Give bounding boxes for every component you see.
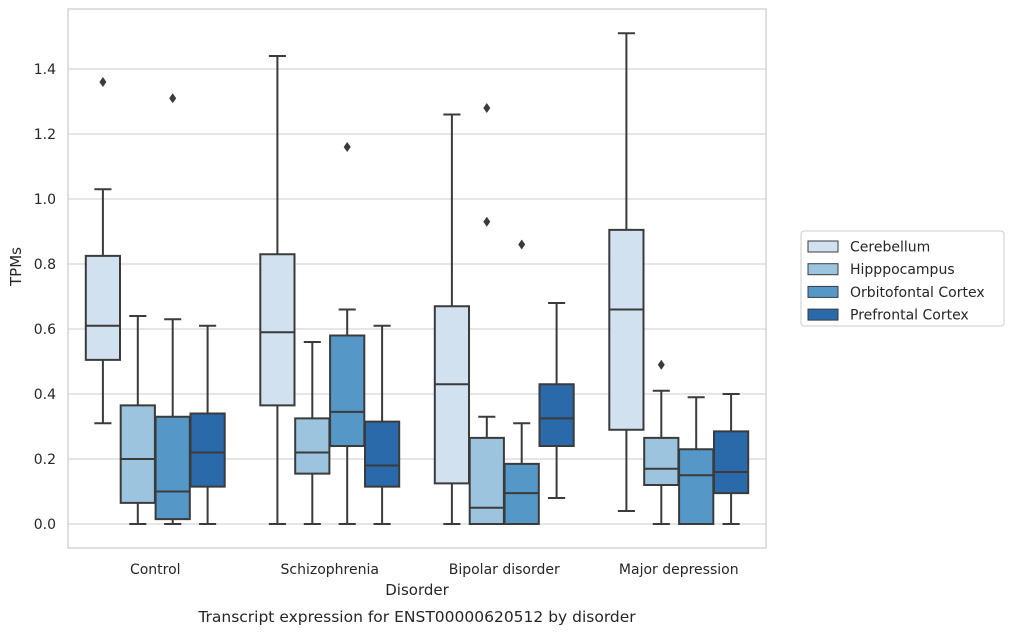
outlier-point bbox=[518, 239, 526, 250]
iqr-box bbox=[189, 412, 226, 488]
box-hipppocampus bbox=[643, 359, 680, 525]
iqr-box bbox=[259, 253, 296, 407]
outlier-point bbox=[483, 103, 491, 113]
y-axis-ticks: 0.0 0.2 0.4 0.6 0.8 1.0 1.2 1.4 bbox=[34, 62, 56, 533]
box-orbitofontal-cortex bbox=[503, 239, 540, 525]
legend-frame bbox=[800, 230, 1005, 327]
y-tick-label: 0.2 bbox=[34, 452, 56, 468]
legend: Cerebellum Hipppocampus Orbitofontal Corte… bbox=[800, 230, 1005, 327]
plot-area bbox=[67, 8, 767, 549]
box-prefrontal-cortex bbox=[712, 393, 750, 525]
box-orbitofontal-cortex bbox=[154, 93, 191, 525]
legend-label: Hipppocampus bbox=[850, 262, 955, 278]
legend-swatch bbox=[807, 263, 839, 276]
iqr-box bbox=[329, 334, 366, 447]
legend-swatch bbox=[807, 240, 839, 253]
y-tick-label: 0.8 bbox=[34, 257, 56, 273]
iqr-box bbox=[433, 305, 471, 485]
iqr-box bbox=[154, 415, 191, 521]
legend-label: Orbitofontal Cortex bbox=[850, 285, 985, 301]
y-tick-label: 0.4 bbox=[34, 387, 56, 403]
box-hipppocampus bbox=[294, 341, 331, 525]
box-prefrontal-cortex bbox=[538, 302, 575, 499]
y-tick-label: 0.0 bbox=[34, 517, 56, 533]
box-orbitofontal-cortex bbox=[678, 396, 715, 525]
box-prefrontal-cortex bbox=[189, 324, 226, 525]
x-tick-label: Control bbox=[130, 562, 181, 578]
iqr-box bbox=[119, 404, 156, 504]
x-tick-label: Major depression bbox=[619, 562, 739, 578]
x-tick-label: Schizophrenia bbox=[281, 562, 379, 578]
iqr-box bbox=[84, 254, 122, 361]
x-tick-label: Bipolar disorder bbox=[449, 562, 560, 578]
outlier-point bbox=[483, 216, 491, 227]
box-cerebellum bbox=[608, 32, 645, 512]
iqr-box bbox=[712, 430, 750, 495]
outlier-point bbox=[169, 93, 177, 104]
x-axis-ticks: Control Schizophrenia Bipolar disorder Majo… bbox=[130, 562, 739, 578]
box-prefrontal-cortex bbox=[363, 324, 401, 525]
legend-label: Cerebellum bbox=[850, 240, 930, 256]
outlier-point bbox=[657, 359, 665, 370]
iqr-box bbox=[538, 383, 575, 447]
outlier-point bbox=[99, 77, 107, 87]
box-cerebellum bbox=[433, 113, 471, 525]
legend-swatch bbox=[807, 308, 839, 321]
y-tick-label: 1.0 bbox=[34, 192, 56, 208]
iqr-box bbox=[294, 417, 331, 475]
iqr-box bbox=[608, 228, 645, 431]
y-axis-label: TPMs bbox=[7, 247, 25, 287]
y-tick-label: 1.4 bbox=[34, 62, 56, 78]
iqr-box bbox=[363, 420, 401, 488]
box-hipppocampus bbox=[119, 315, 156, 525]
box-cerebellum bbox=[84, 77, 122, 425]
legend-label: Prefrontal Cortex bbox=[850, 308, 969, 324]
iqr-box bbox=[643, 436, 680, 486]
y-tick-label: 1.2 bbox=[34, 127, 56, 143]
box-hipppocampus bbox=[468, 103, 505, 525]
box-orbitofontal-cortex bbox=[329, 142, 366, 525]
iqr-box bbox=[678, 448, 715, 525]
outlier-point bbox=[343, 142, 351, 152]
legend-swatch bbox=[807, 285, 839, 298]
y-tick-label: 0.6 bbox=[34, 322, 56, 338]
x-axis-label: Disorder bbox=[385, 581, 449, 599]
chart-caption: Transcript expression for ENST0000062051… bbox=[197, 608, 636, 626]
boxes bbox=[84, 32, 750, 525]
iqr-box bbox=[468, 436, 505, 525]
box-cerebellum bbox=[259, 55, 296, 525]
